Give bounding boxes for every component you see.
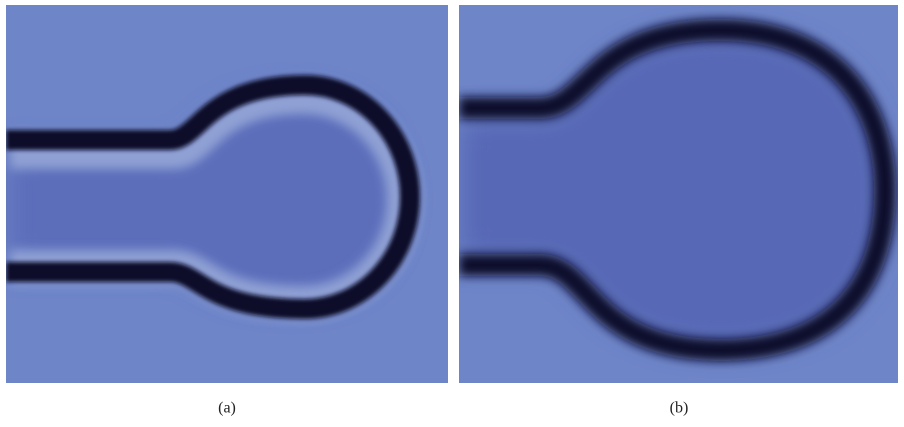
panel-b-image: [459, 5, 898, 383]
panel-a-image: [6, 5, 448, 383]
page: (a) (b) (() => { const data = JSON.parse…: [0, 0, 904, 427]
caption-a: (a): [218, 400, 236, 417]
caption-b: (b): [670, 400, 689, 417]
figure: (a) (b): [0, 0, 904, 427]
